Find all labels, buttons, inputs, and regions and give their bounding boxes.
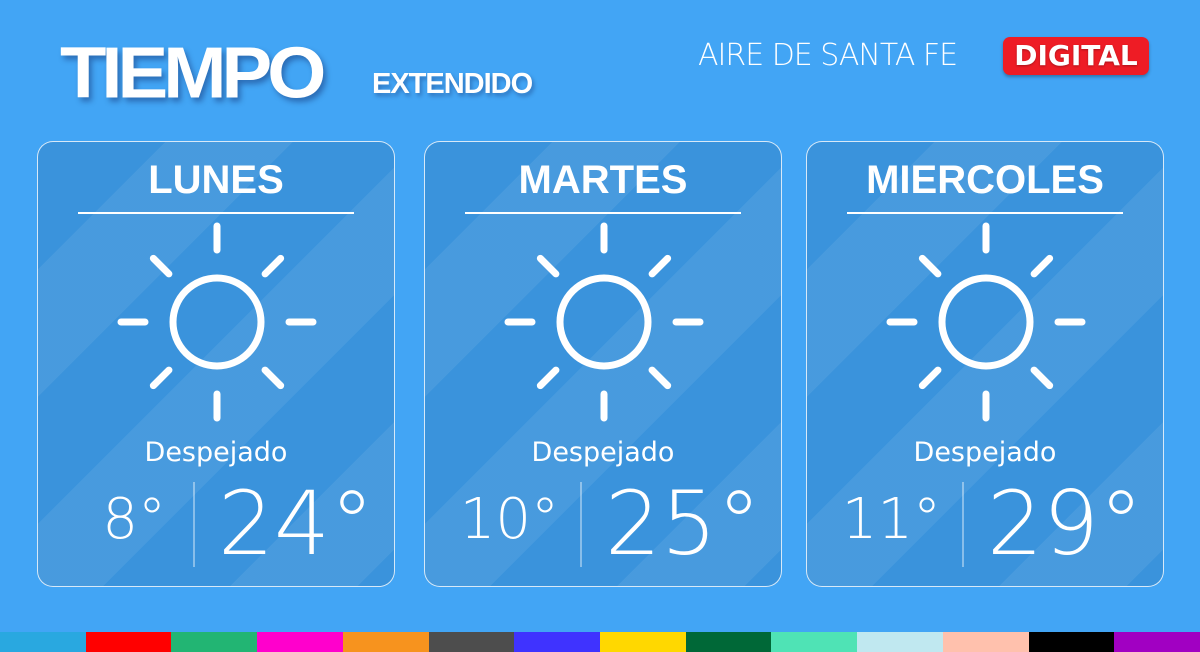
stripe-segment bbox=[0, 632, 86, 652]
stripe-segment bbox=[514, 632, 601, 652]
page-subtitle: EXTENDIDO bbox=[372, 68, 533, 100]
stripe-segment bbox=[257, 632, 343, 652]
day-name: LUNES bbox=[148, 158, 284, 202]
max-temp: 24° bbox=[218, 472, 374, 575]
temp-separator bbox=[193, 482, 195, 567]
stripe-segment bbox=[342, 632, 429, 652]
max-temp: 25° bbox=[605, 472, 761, 575]
stripe-segment bbox=[1114, 632, 1200, 652]
temp-separator bbox=[580, 482, 582, 567]
temp-separator bbox=[962, 482, 964, 567]
divider bbox=[465, 212, 741, 214]
stripe-segment bbox=[685, 632, 772, 652]
stripe-segment bbox=[85, 632, 172, 652]
min-temp: 8° bbox=[102, 487, 166, 552]
condition: Despejado bbox=[144, 437, 288, 468]
max-temp: 29° bbox=[987, 472, 1143, 575]
stripe-segment bbox=[171, 632, 258, 652]
forecast-card: MARTES Despejado 10° 25° bbox=[424, 141, 782, 587]
min-temp: 10° bbox=[459, 487, 559, 552]
stripe-segment bbox=[771, 632, 858, 652]
day-name: MARTES bbox=[518, 158, 688, 202]
stripe-segment bbox=[857, 632, 943, 652]
stripe-segment bbox=[1028, 632, 1115, 652]
day-name: MIERCOLES bbox=[866, 158, 1104, 202]
color-stripe bbox=[0, 632, 1200, 652]
forecast-card: MIERCOLES Despejado 11° 29° bbox=[806, 141, 1164, 587]
condition: Despejado bbox=[531, 437, 675, 468]
sun-icon bbox=[504, 222, 704, 422]
stripe-segment bbox=[942, 632, 1029, 652]
divider bbox=[78, 212, 354, 214]
stripe-segment bbox=[600, 632, 686, 652]
digital-badge: DIGITAL bbox=[1003, 37, 1149, 75]
min-temp: 11° bbox=[841, 487, 941, 552]
divider bbox=[847, 212, 1123, 214]
sun-icon bbox=[886, 222, 1086, 422]
page-title: TIEMPO bbox=[60, 33, 326, 114]
condition: Despejado bbox=[913, 437, 1057, 468]
brand-name: AIRE DE SANTA FE bbox=[698, 38, 958, 73]
stripe-segment bbox=[428, 632, 515, 652]
forecast-card: LUNES Despejado 8° 24° bbox=[37, 141, 395, 587]
sun-icon bbox=[117, 222, 317, 422]
